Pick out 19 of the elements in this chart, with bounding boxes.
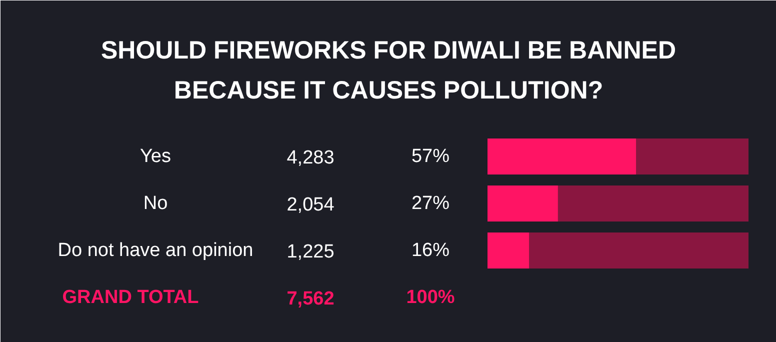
text: 2,054 — [286, 194, 335, 216]
text: GRAND TOTAL — [62, 287, 200, 308]
y-tick-label: Yes — [140, 146, 171, 167]
bar — [558, 186, 748, 222]
text: 100% — [406, 287, 455, 308]
chart-title: SHOULD FIREWORKS FOR DIWALI BE BANNED BECAUSE IT CAUSES POLLUTION? — [101, 36, 676, 104]
text: 4,283 — [286, 148, 334, 168]
bar — [488, 232, 530, 268]
data-label: 16% — [411, 240, 450, 261]
data-label: 57% — [411, 146, 450, 167]
text: 1,225 — [286, 242, 334, 262]
bar — [488, 186, 558, 222]
data-label: 27% — [411, 193, 450, 214]
bar — [636, 138, 748, 174]
y-tick-label: No — [143, 193, 168, 214]
bar — [529, 232, 748, 268]
bar — [488, 138, 636, 174]
y-tick-label: Do not have an opinion — [58, 240, 254, 261]
text: 7,562 — [286, 288, 334, 310]
